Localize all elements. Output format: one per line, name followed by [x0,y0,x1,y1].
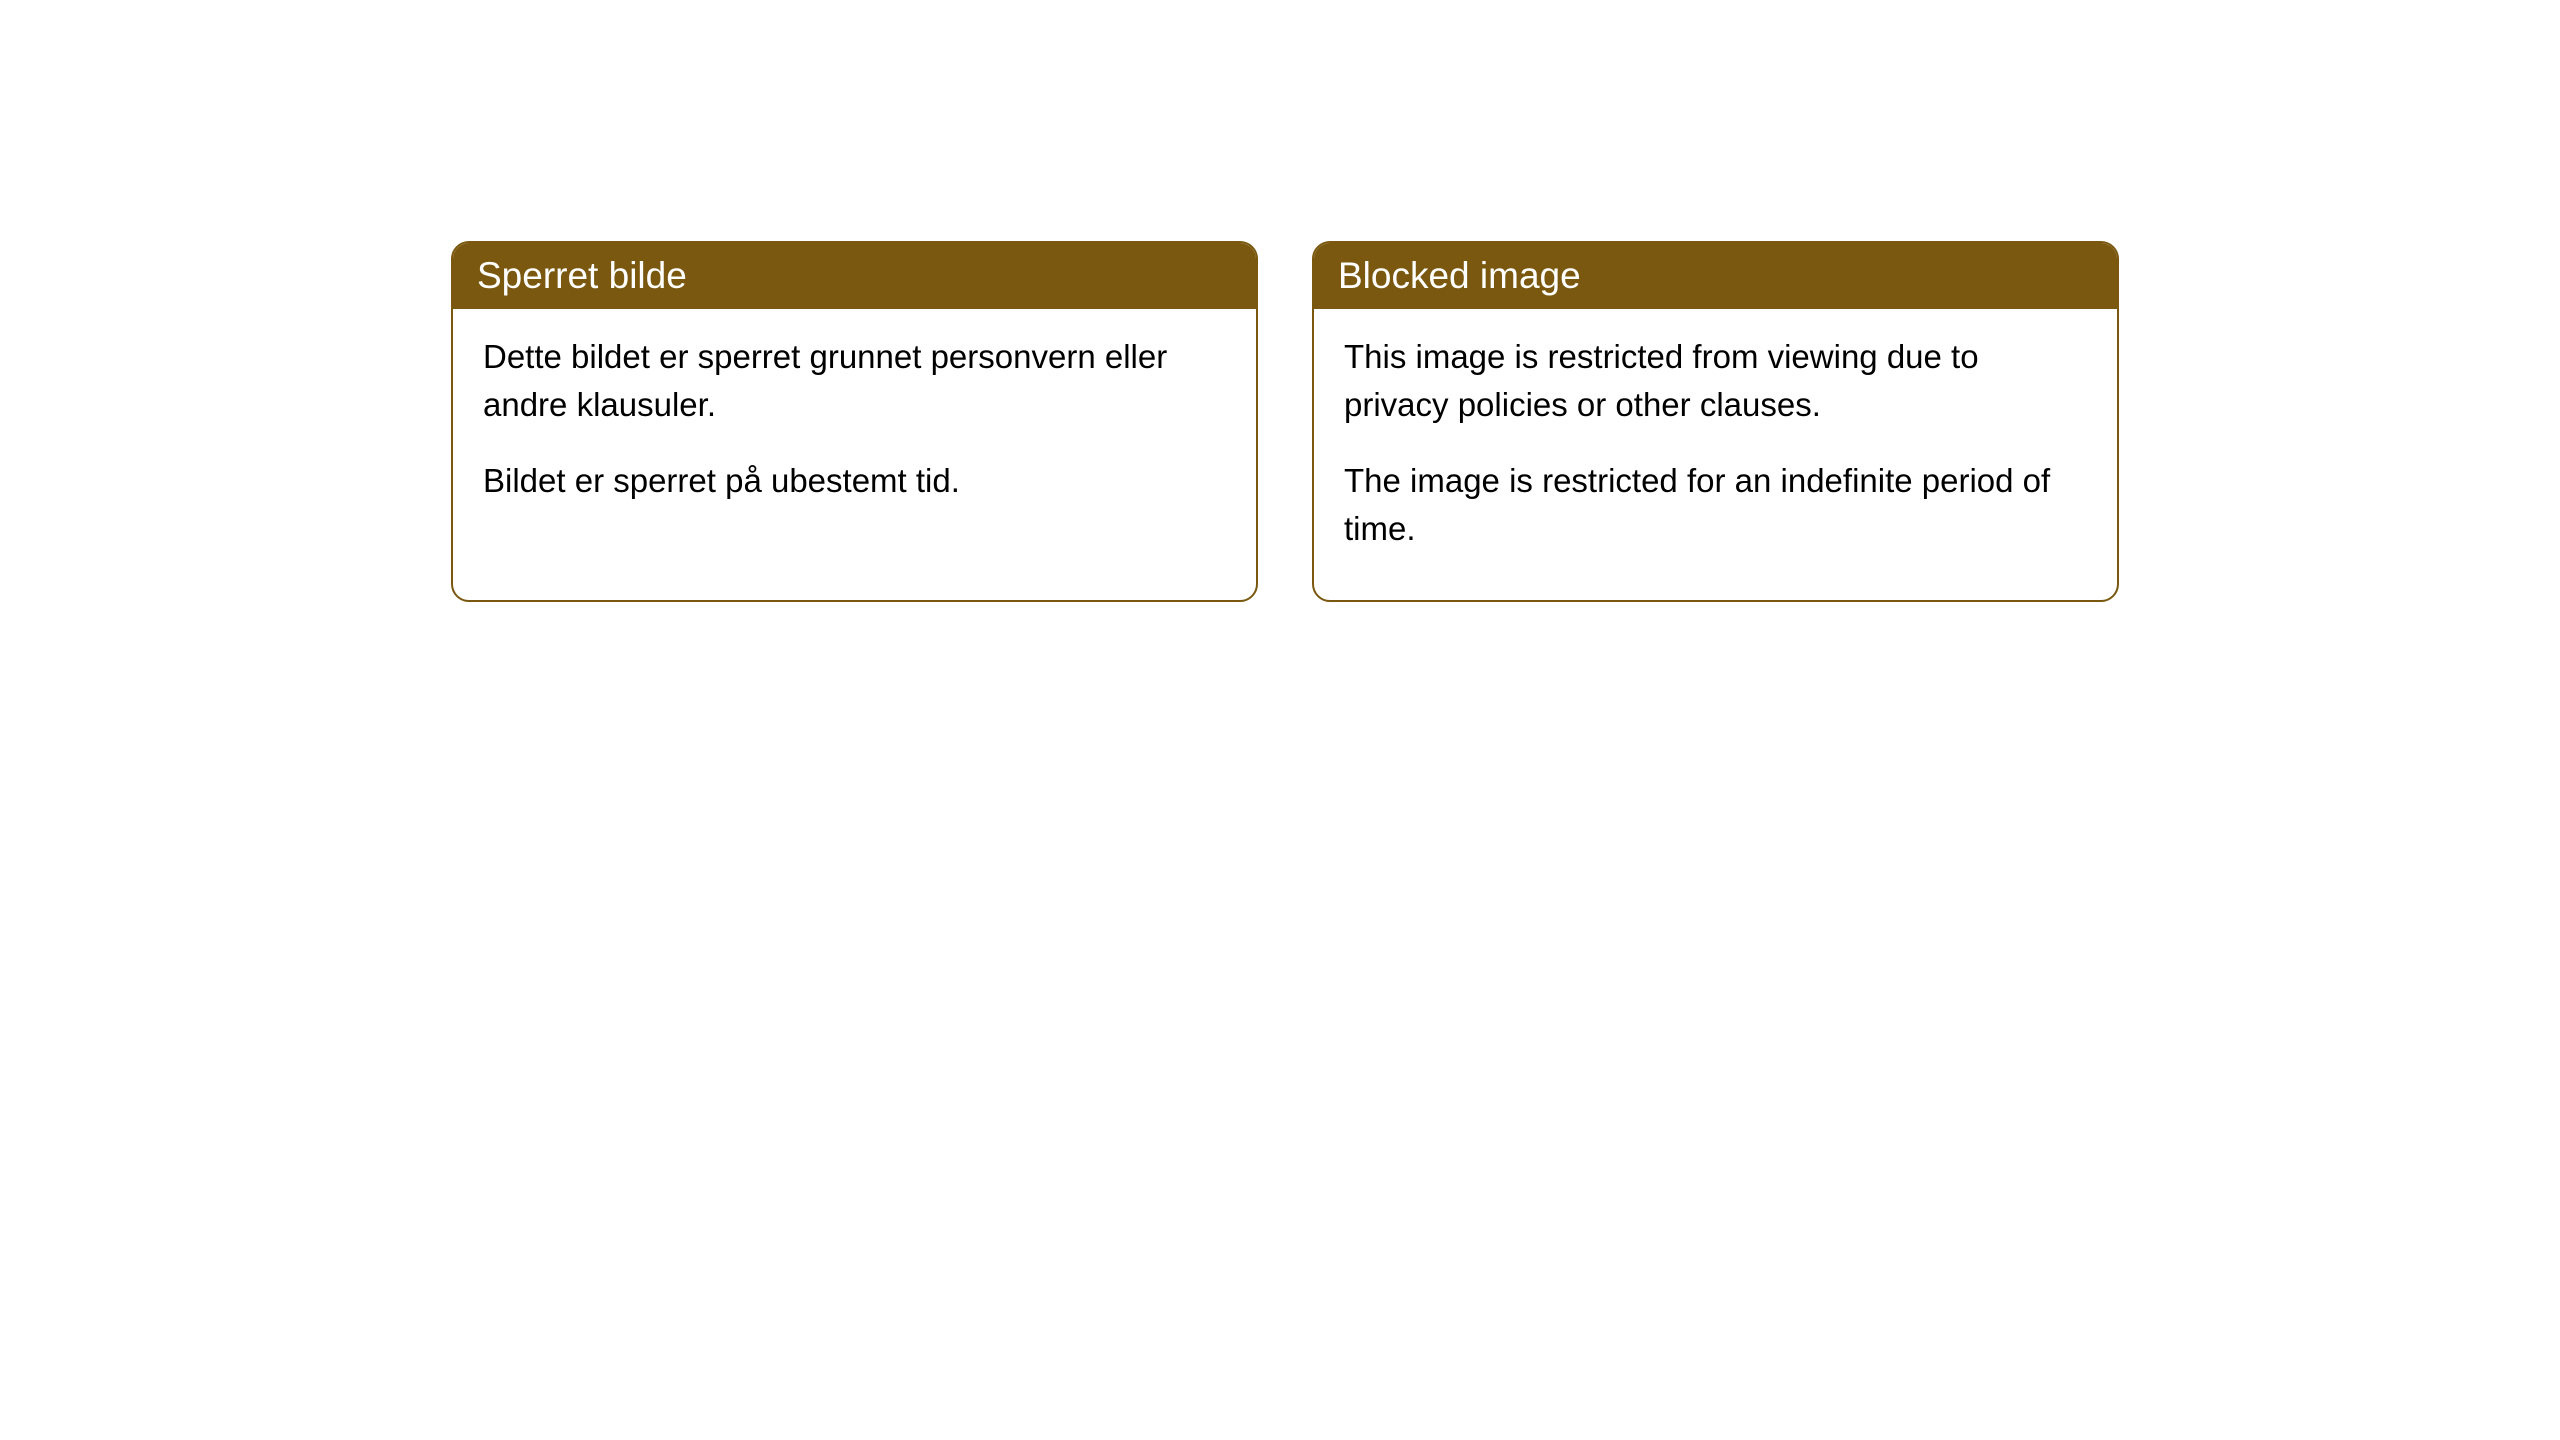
card-paragraph: Bildet er sperret på ubestemt tid. [483,457,1226,505]
notice-container: Sperret bilde Dette bildet er sperret gr… [451,241,2119,602]
card-paragraph: Dette bildet er sperret grunnet personve… [483,333,1226,429]
card-header: Sperret bilde [453,243,1256,309]
card-title: Sperret bilde [477,255,687,296]
card-header: Blocked image [1314,243,2117,309]
card-title: Blocked image [1338,255,1581,296]
card-body: This image is restricted from viewing du… [1314,309,2117,600]
notice-card-english: Blocked image This image is restricted f… [1312,241,2119,602]
card-paragraph: The image is restricted for an indefinit… [1344,457,2087,553]
notice-card-norwegian: Sperret bilde Dette bildet er sperret gr… [451,241,1258,602]
card-body: Dette bildet er sperret grunnet personve… [453,309,1256,553]
card-paragraph: This image is restricted from viewing du… [1344,333,2087,429]
